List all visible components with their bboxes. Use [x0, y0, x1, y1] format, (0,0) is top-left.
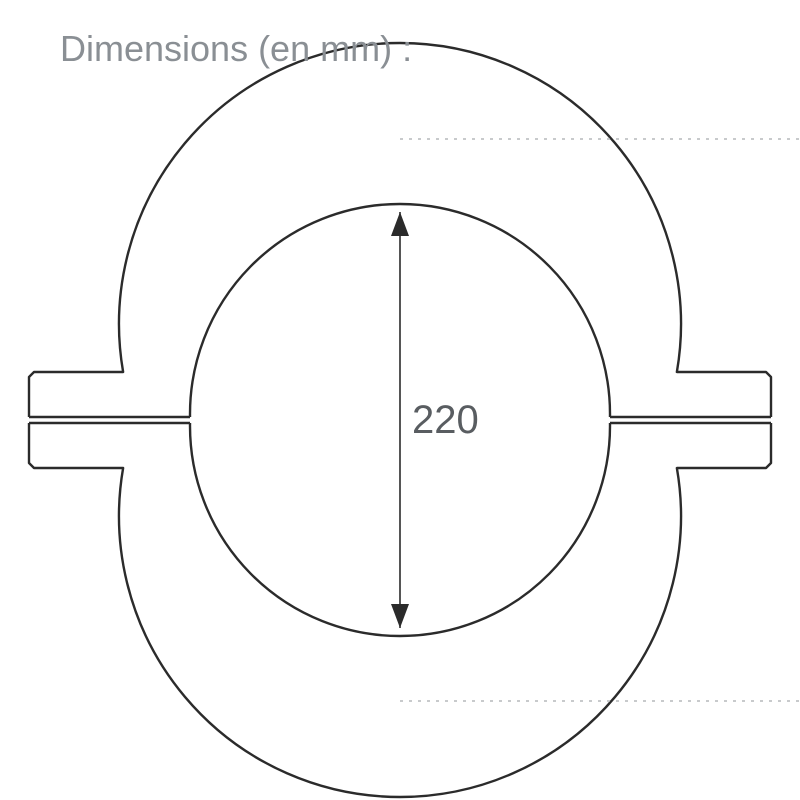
dimension-value: 220 — [412, 398, 479, 443]
page-title: Dimensions (en mm) : — [60, 28, 412, 70]
dimension-drawing — [0, 0, 800, 800]
arrowhead-icon — [391, 604, 409, 628]
arrowhead-icon — [391, 212, 409, 236]
